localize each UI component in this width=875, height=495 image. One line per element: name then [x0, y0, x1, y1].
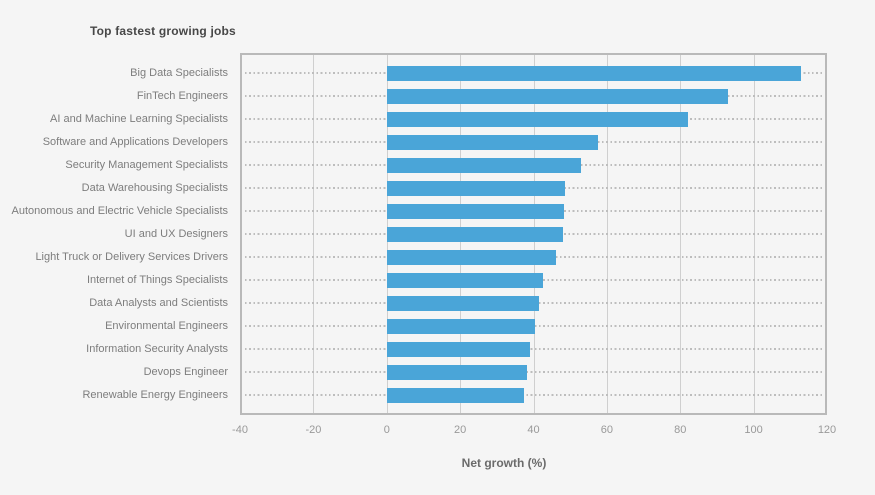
x-axis-ticks: -40 -20 0 20 40 60 80 100 120 [0, 424, 875, 438]
category-label: Big Data Specialists [130, 67, 228, 79]
bar [386, 66, 802, 81]
category-label: Environmental Engineers [105, 320, 228, 332]
plot-area [240, 53, 827, 415]
category-label: Security Management Specialists [65, 159, 228, 171]
bar [386, 273, 543, 288]
bar [386, 181, 565, 196]
y-axis-labels: Big Data Specialists FinTech Engineers AI … [0, 53, 228, 415]
bar [386, 388, 525, 403]
x-tick-label: 80 [674, 424, 687, 436]
bar [386, 135, 598, 150]
bar [386, 296, 539, 311]
bar [386, 89, 728, 104]
category-label: Devops Engineer [143, 366, 228, 378]
category-label: Renewable Energy Engineers [82, 389, 228, 401]
x-tick-label: 40 [527, 424, 540, 436]
category-label: AI and Machine Learning Specialists [50, 113, 228, 125]
category-guide-dotted-line [245, 394, 822, 396]
x-tick-label: 20 [453, 424, 467, 436]
category-label: Data Analysts and Scientists [89, 297, 228, 309]
bar [386, 250, 556, 265]
bar [386, 342, 530, 357]
x-tick-label: -40 [232, 424, 248, 436]
bar [386, 158, 582, 173]
category-label: FinTech Engineers [136, 90, 228, 102]
category-label: Information Security Analysts [86, 343, 228, 355]
x-tick-label: -20 [305, 424, 322, 436]
bar [386, 112, 688, 127]
category-label: Internet of Things Specialists [86, 274, 228, 286]
bar [386, 227, 563, 242]
x-axis-title: Net growth (%) [461, 456, 547, 470]
category-label: Data Warehousing Specialists [81, 182, 228, 194]
bar [386, 365, 527, 380]
category-guide-dotted-line [245, 348, 822, 350]
bar [386, 204, 564, 219]
bar [386, 319, 535, 334]
category-guide-dotted-line [245, 371, 822, 373]
x-tick-label: 120 [817, 424, 837, 436]
category-label: Software and Applications Developers [42, 136, 228, 148]
category-label: UI and UX Designers [124, 228, 228, 240]
x-tick-label: 60 [600, 424, 614, 436]
x-tick-label: 100 [744, 424, 763, 436]
category-label: Light Truck or Delivery Services Drivers [35, 251, 228, 263]
x-tick-label: 0 [383, 424, 390, 436]
category-label: Autonomous and Electric Vehicle Speciali… [11, 205, 228, 217]
chart-title: Top fastest growing jobs [90, 24, 236, 38]
